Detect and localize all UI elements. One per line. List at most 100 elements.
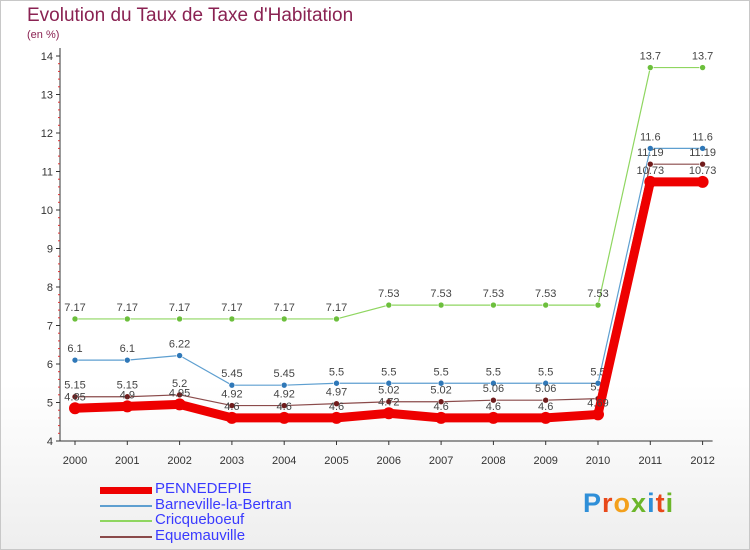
logo-letter: o bbox=[613, 488, 632, 518]
data-point-cricqueboeuf bbox=[176, 315, 183, 323]
y-tick-label: 4 bbox=[47, 436, 53, 448]
y-tick-label: 5 bbox=[47, 398, 53, 410]
data-label-barneville-la-bertran: 5.5 bbox=[433, 366, 448, 378]
legend-label: Cricqueboeuf bbox=[155, 511, 245, 528]
data-label-cricqueboeuf: 7.17 bbox=[117, 302, 138, 314]
data-label-cricqueboeuf: 7.53 bbox=[535, 288, 556, 300]
data-label-cricqueboeuf: 7.53 bbox=[587, 288, 608, 300]
proxiti-logo[interactable]: Proxiti bbox=[583, 488, 674, 519]
x-tick-label: 2012 bbox=[690, 455, 714, 467]
data-label-pennedepie: 4.85 bbox=[64, 391, 85, 403]
data-point-barneville-la-bertran bbox=[228, 381, 236, 389]
data-label-pennedepie: 4.6 bbox=[433, 401, 448, 413]
data-label-pennedepie: 4.95 bbox=[169, 387, 190, 399]
data-point-pennedepie bbox=[225, 411, 238, 424]
data-point-equemauville bbox=[71, 393, 79, 401]
x-tick-label: 2000 bbox=[63, 455, 87, 467]
data-point-barneville-la-bertran bbox=[385, 379, 393, 387]
logo-letter: x bbox=[631, 488, 648, 518]
x-tick-label: 2006 bbox=[377, 455, 401, 467]
legend-label: Barneville-la-Bertran bbox=[155, 495, 292, 513]
data-point-equemauville bbox=[176, 391, 183, 399]
data-point-equemauville bbox=[699, 160, 706, 168]
legend-swatch bbox=[100, 504, 152, 507]
data-label-cricqueboeuf: 7.53 bbox=[430, 288, 451, 300]
logo-letter: r bbox=[602, 488, 614, 518]
data-point-barneville-la-bertran bbox=[280, 381, 288, 389]
data-label-barneville-la-bertran: 5.45 bbox=[273, 368, 294, 380]
data-label-equemauville: 4.92 bbox=[221, 389, 242, 401]
data-label-cricqueboeuf: 7.17 bbox=[64, 302, 85, 314]
data-label-barneville-la-bertran: 5.5 bbox=[381, 366, 396, 378]
y-tick-label: 12 bbox=[41, 128, 53, 140]
logo-letter: i bbox=[647, 488, 656, 518]
data-label-equemauville: 5.15 bbox=[64, 380, 85, 392]
data-label-cricqueboeuf: 7.17 bbox=[273, 302, 294, 314]
data-point-equemauville bbox=[228, 402, 236, 409]
data-point-barneville-la-bertran bbox=[490, 379, 497, 387]
data-point-equemauville bbox=[385, 398, 393, 406]
data-label-barneville-la-bertran: 11.6 bbox=[640, 131, 661, 143]
data-point-pennedepie bbox=[644, 175, 657, 188]
y-tick-label: 10 bbox=[41, 205, 53, 217]
data-point-barneville-la-bertran bbox=[71, 356, 79, 364]
data-point-cricqueboeuf bbox=[280, 315, 288, 323]
data-point-equemauville bbox=[280, 402, 288, 409]
data-label-pennedepie: 4.6 bbox=[277, 401, 292, 413]
x-tick-label: 2008 bbox=[481, 455, 505, 467]
data-label-equemauville: 5.02 bbox=[378, 385, 399, 397]
data-label-pennedepie: 4.9 bbox=[120, 389, 135, 401]
x-tick-label: 2001 bbox=[115, 455, 139, 467]
data-label-equemauville: 5.06 bbox=[535, 383, 556, 395]
data-point-pennedepie bbox=[539, 411, 552, 424]
data-point-barneville-la-bertran bbox=[542, 379, 550, 387]
data-label-cricqueboeuf: 7.53 bbox=[378, 288, 399, 300]
data-point-equemauville bbox=[542, 396, 550, 404]
data-label-barneville-la-bertran: 5.5 bbox=[590, 366, 605, 378]
data-point-pennedepie bbox=[330, 411, 343, 424]
data-point-pennedepie bbox=[121, 400, 134, 413]
data-point-pennedepie bbox=[69, 402, 81, 415]
y-tick-label: 7 bbox=[47, 321, 53, 333]
data-point-barneville-la-bertran bbox=[176, 352, 183, 359]
data-point-cricqueboeuf bbox=[124, 315, 131, 323]
data-label-barneville-la-bertran: 5.5 bbox=[538, 366, 553, 378]
data-point-pennedepie bbox=[435, 411, 448, 424]
x-tick-label: 2011 bbox=[638, 455, 662, 467]
legend-swatch bbox=[100, 486, 152, 494]
data-label-barneville-la-bertran: 11.6 bbox=[692, 131, 713, 143]
data-point-cricqueboeuf bbox=[437, 301, 445, 309]
data-point-equemauville bbox=[333, 400, 340, 407]
data-point-pennedepie bbox=[696, 175, 709, 188]
x-tick-label: 2007 bbox=[429, 455, 453, 467]
x-tick-label: 2002 bbox=[167, 455, 191, 467]
data-label-pennedepie: 4.72 bbox=[378, 396, 399, 408]
data-point-barneville-la-bertran bbox=[437, 379, 445, 387]
chart-title: Evolution du Taux de Taxe d'Habitation bbox=[27, 5, 354, 26]
data-label-equemauville: 5.2 bbox=[172, 378, 187, 390]
x-tick-label: 2003 bbox=[220, 455, 244, 467]
data-point-pennedepie bbox=[278, 411, 291, 424]
data-label-barneville-la-bertran: 5.5 bbox=[486, 366, 501, 378]
legend-swatch bbox=[100, 535, 152, 538]
y-tick-label: 14 bbox=[41, 51, 53, 63]
data-point-cricqueboeuf bbox=[646, 64, 654, 71]
chart-subtitle: (en %) bbox=[27, 29, 60, 41]
data-label-pennedepie: 4.6 bbox=[538, 401, 553, 413]
logo-letter: P bbox=[583, 488, 603, 518]
data-point-barneville-la-bertran bbox=[646, 145, 654, 152]
logo-letter: t bbox=[655, 488, 666, 518]
data-label-barneville-la-bertran: 6.1 bbox=[67, 343, 82, 355]
y-tick-label: 11 bbox=[42, 167, 53, 179]
data-label-barneville-la-bertran: 5.45 bbox=[221, 368, 242, 380]
data-label-equemauville: 5.02 bbox=[430, 385, 451, 397]
legend-label: Equemauville bbox=[155, 526, 246, 544]
data-point-barneville-la-bertran bbox=[124, 356, 131, 364]
series-line-cricqueboeuf bbox=[74, 66, 704, 320]
data-label-pennedepie: 4.6 bbox=[486, 401, 501, 413]
legend-label: PENNEDEPIE bbox=[155, 480, 252, 497]
y-tick-label: 13 bbox=[41, 90, 53, 102]
data-label-cricqueboeuf: 13.7 bbox=[692, 51, 713, 63]
data-point-cricqueboeuf bbox=[699, 64, 706, 71]
